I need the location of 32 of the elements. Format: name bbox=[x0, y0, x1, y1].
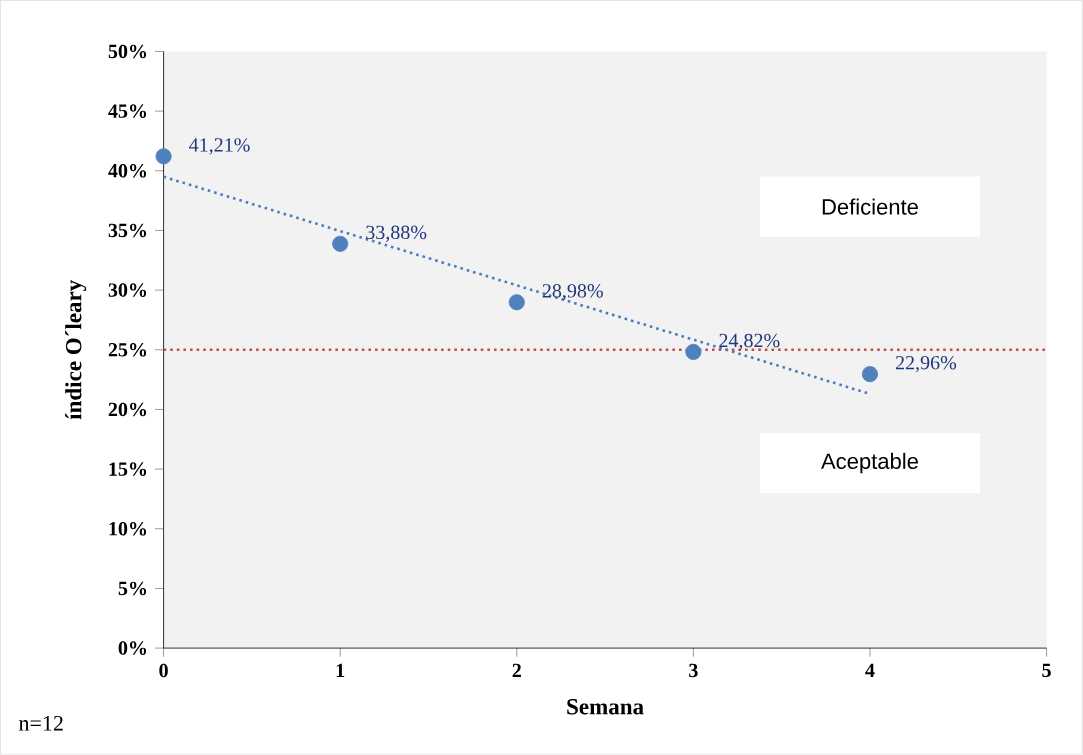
y-tick-label: 0% bbox=[118, 641, 147, 656]
x-tick-label: 4 bbox=[865, 663, 875, 678]
x-tick-label: 3 bbox=[689, 663, 698, 678]
x-axis-title: Semana bbox=[567, 699, 644, 715]
y-tick-label: 15% bbox=[109, 462, 147, 477]
x-tick-label: 2 bbox=[512, 663, 521, 678]
y-tick-label: 30% bbox=[108, 283, 147, 298]
y-tick-label: 40% bbox=[108, 164, 147, 178]
annotation: Deficiente bbox=[822, 198, 918, 215]
text: n=12 bbox=[18, 716, 63, 731]
y-tick-label: 10% bbox=[109, 522, 147, 536]
annotation: Aceptable bbox=[821, 453, 918, 474]
x-tick-label: 5 bbox=[1042, 663, 1051, 678]
y-axis-title: índice O´leary bbox=[65, 280, 87, 420]
point bbox=[332, 235, 349, 253]
point bbox=[155, 148, 172, 165]
x-tick-label: 1 bbox=[336, 663, 345, 678]
point bbox=[861, 366, 878, 383]
point bbox=[508, 294, 525, 311]
y-tick-label: 20% bbox=[108, 402, 147, 417]
y-tick-label: 50% bbox=[108, 44, 147, 59]
data-label: 41,21% bbox=[189, 138, 250, 155]
data-label: 24,82% bbox=[719, 333, 780, 351]
x-tick-label: 0 bbox=[159, 663, 168, 678]
y-tick-label: 25% bbox=[108, 343, 147, 357]
y-tick-label: 5% bbox=[118, 581, 147, 596]
data-label: 28,98% bbox=[542, 284, 603, 301]
point bbox=[685, 344, 702, 361]
data-label: 33,88% bbox=[366, 225, 427, 243]
y-tick-label: 35% bbox=[108, 223, 147, 238]
data-label: 22,96% bbox=[895, 356, 957, 373]
y-tick-label: 45% bbox=[108, 104, 147, 119]
